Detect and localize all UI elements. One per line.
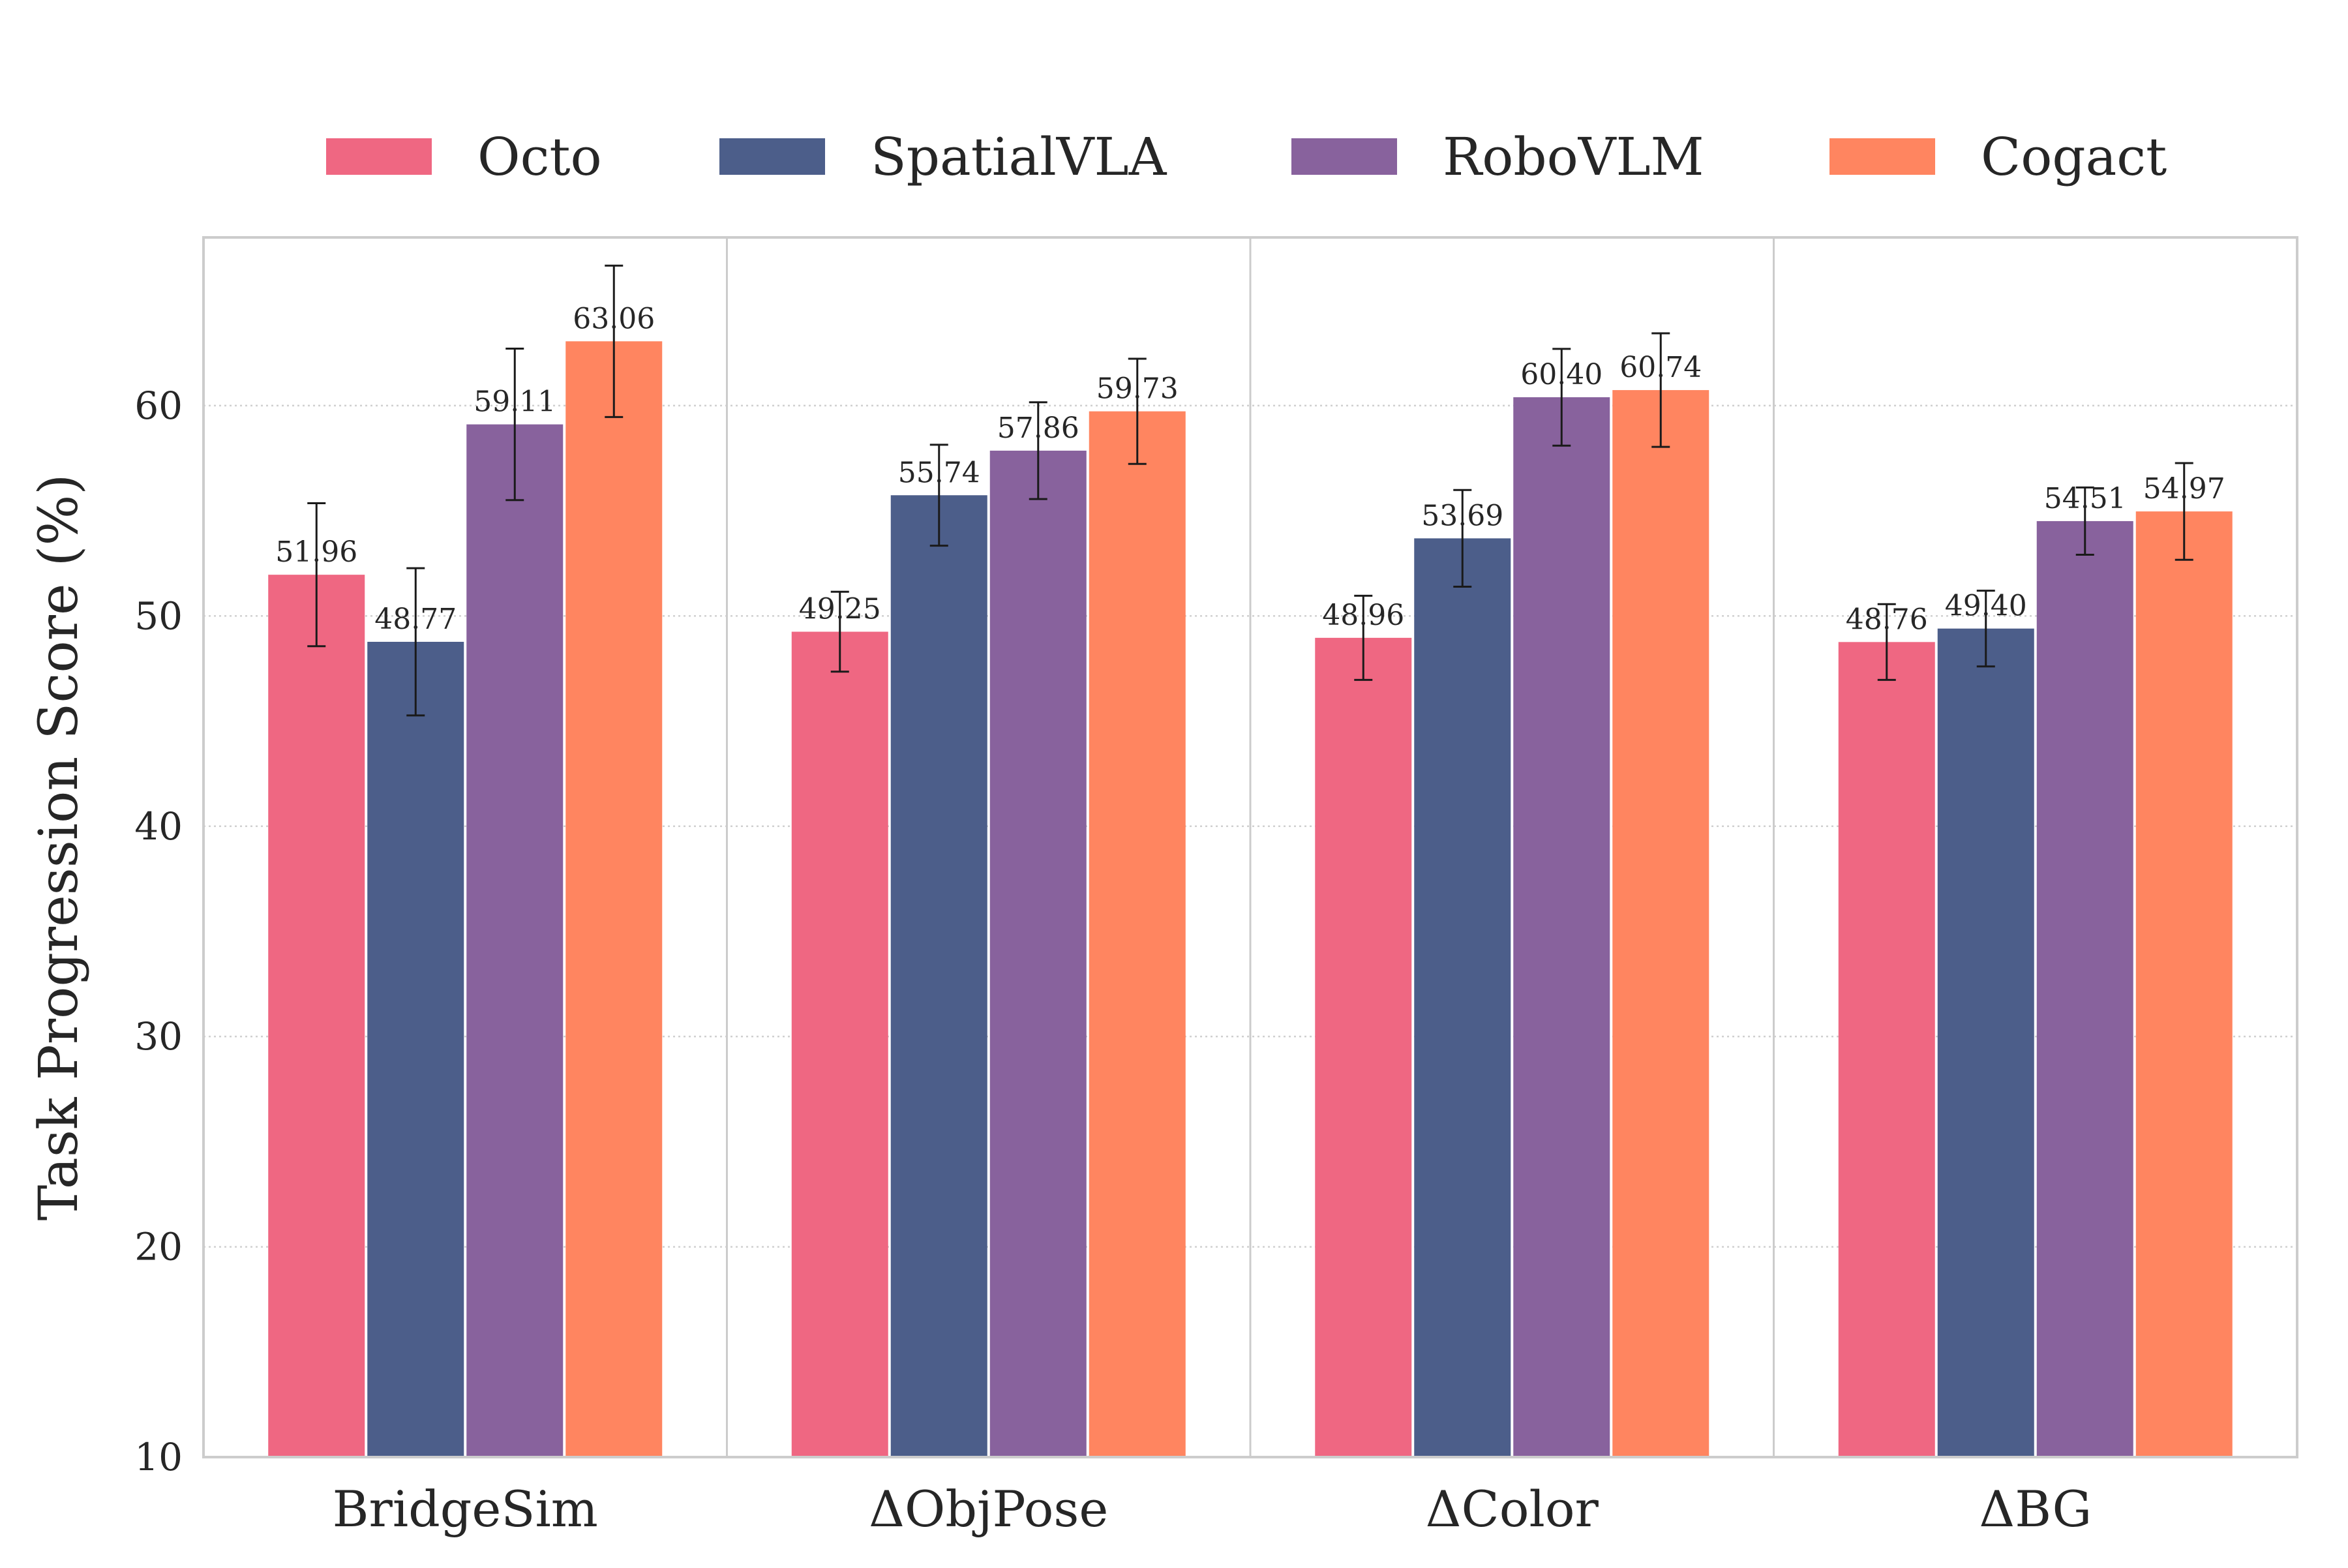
legend-label: SpatialVLA	[871, 127, 1167, 187]
bar	[890, 495, 987, 1457]
bar	[1414, 538, 1511, 1457]
y-tick-label: 60	[134, 384, 183, 428]
data-label: 63.06	[573, 302, 655, 335]
legend: Octo SpatialVLA RoboVLM Cogact	[326, 127, 2167, 187]
bar	[2135, 511, 2233, 1457]
y-tick-label: 30	[134, 1014, 183, 1059]
y-tick-label: 50	[134, 594, 183, 638]
bar	[2036, 520, 2133, 1457]
plot-frame	[202, 236, 2298, 1458]
legend-swatch	[719, 138, 825, 175]
bar	[989, 450, 1087, 1457]
bar-layer	[268, 341, 2233, 1458]
bar	[367, 642, 464, 1457]
data-label: 59.11	[474, 385, 556, 419]
bar	[791, 631, 888, 1457]
legend-swatch	[1291, 138, 1397, 175]
bar	[1089, 411, 1186, 1457]
data-label: 48.96	[1322, 599, 1404, 632]
y-tick-label: 40	[134, 804, 183, 849]
y-axis-label: Task Progression Score (%)	[28, 474, 90, 1221]
legend-label: Cogact	[1981, 127, 2167, 187]
bar	[1513, 397, 1610, 1458]
data-label-layer: 51.96 49.25 48.96 48.76 48.77 55.74 53.69 49.40…	[275, 302, 2225, 636]
data-label: 60.74	[1619, 351, 1702, 384]
x-tick-label: ΔBG	[1979, 1480, 2092, 1538]
data-label: 53.69	[1421, 499, 1503, 532]
data-label: 49.40	[1945, 590, 2027, 623]
data-label: 55.74	[898, 456, 980, 489]
x-tick-label: ΔColor	[1426, 1480, 1599, 1538]
error-bar-layer	[307, 264, 2193, 717]
y-tick-layer: 10 20 30 40 50 60	[134, 384, 183, 1479]
data-label: 60.40	[1520, 358, 1603, 391]
data-label: 57.86	[997, 412, 1079, 445]
legend-swatch	[1829, 138, 1935, 175]
data-label: 54.97	[2143, 472, 2225, 505]
x-tick-label: ΔObjPose	[869, 1480, 1108, 1538]
bar	[1937, 628, 2034, 1457]
grid-layer	[203, 237, 2297, 1458]
x-tick-label: BridgeSim	[333, 1480, 598, 1538]
data-label: 51.96	[275, 535, 357, 569]
bar	[565, 341, 663, 1457]
bar	[1612, 390, 1709, 1457]
data-label: 59.73	[1096, 372, 1179, 406]
data-label: 49.25	[799, 593, 881, 626]
legend-swatch	[326, 138, 432, 175]
data-label: 54.51	[2044, 482, 2126, 515]
bar	[466, 424, 564, 1457]
x-tick-layer: BridgeSim ΔObjPose ΔColor ΔBG	[333, 1480, 2092, 1538]
legend-label: RoboVLM	[1443, 127, 1704, 187]
bar	[1315, 637, 1412, 1457]
bar	[1838, 642, 1935, 1457]
data-label: 48.77	[374, 603, 457, 636]
bar	[268, 575, 365, 1457]
y-tick-label: 10	[134, 1435, 183, 1479]
data-label: 48.76	[1846, 603, 1928, 636]
y-tick-label: 20	[134, 1225, 183, 1269]
legend-label: Octo	[477, 127, 602, 187]
